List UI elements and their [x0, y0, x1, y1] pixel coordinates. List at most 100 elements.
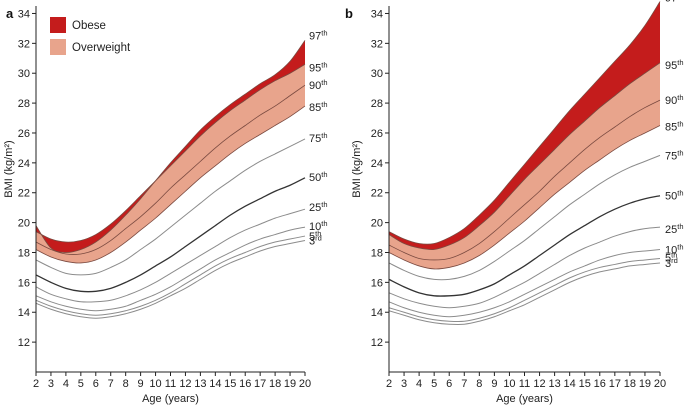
- x-tick-label: 15: [224, 378, 236, 390]
- y-tick-label: 24: [18, 158, 30, 170]
- y-tick-label: 32: [18, 38, 30, 50]
- percentile-line-25: [388, 226, 661, 309]
- x-tick-label: 11: [165, 378, 176, 390]
- percentile-label-3: 3rd: [309, 234, 322, 248]
- percentile-label-97: 97th: [309, 28, 328, 42]
- x-tick-label: 8: [123, 378, 129, 390]
- x-tick-label: 2: [386, 378, 392, 390]
- y-tick-label: 32: [371, 38, 383, 50]
- x-tick-label: 5: [431, 378, 437, 390]
- x-tick-label: 8: [476, 378, 482, 390]
- x-tick-label: 9: [491, 378, 497, 390]
- x-tick-label: 18: [269, 378, 281, 390]
- percentile-line-85: [388, 125, 661, 270]
- y-tick-label: 34: [18, 8, 30, 20]
- x-tick-label: 14: [564, 378, 576, 390]
- x-tick-label: 12: [533, 378, 545, 390]
- legend-obese-label: Obese: [72, 20, 106, 32]
- percentile-line-97: [388, 1, 661, 245]
- legend-overweight-swatch: [50, 39, 66, 55]
- y-tick-label: 22: [18, 188, 30, 200]
- x-tick-label: 16: [594, 378, 606, 390]
- x-tick-label: 10: [503, 378, 515, 390]
- percentile-label-95: 95th: [665, 58, 684, 72]
- y-tick-label: 34: [371, 8, 383, 20]
- percentile-label-25: 25th: [309, 200, 328, 214]
- percentile-line-75: [35, 138, 306, 276]
- x-tick-label: 15: [579, 378, 591, 390]
- y-tick-label: 20: [18, 218, 30, 230]
- x-axis-title: Age (years): [496, 393, 553, 405]
- percentile-line-50: [35, 177, 306, 293]
- x-tick-label: 10: [149, 378, 161, 390]
- x-tick-label: 6: [446, 378, 452, 390]
- overweight-band: [36, 64, 305, 263]
- x-tick-label: 12: [179, 378, 191, 390]
- y-tick-label: 24: [371, 158, 383, 170]
- y-axis-title: BMI (kg/m²): [3, 140, 15, 197]
- percentile-line-25: [35, 208, 306, 303]
- percentile-line-50: [388, 195, 661, 297]
- percentile-label-75: 75th: [309, 131, 328, 145]
- y-axis-title: BMI (kg/m²): [351, 140, 363, 197]
- x-tick-label: 13: [194, 378, 206, 390]
- x-tick-label: 11: [519, 378, 530, 390]
- percentile-label-10: 10th: [665, 243, 684, 257]
- percentile-line-5: [388, 257, 661, 322]
- x-tick-label: 19: [639, 378, 651, 390]
- y-tick-label: 30: [18, 68, 30, 80]
- x-tick-label: 17: [609, 378, 621, 390]
- x-tick-label: 2: [33, 378, 39, 390]
- percentile-line-3: [35, 240, 306, 319]
- percentile-label-10: 10th: [309, 219, 328, 233]
- x-tick-label: 6: [93, 378, 99, 390]
- percentile-label-5: 5th: [309, 229, 321, 243]
- percentile-line-90: [388, 99, 661, 261]
- x-tick-label: 20: [299, 378, 311, 390]
- x-tick-label: 3: [401, 378, 407, 390]
- x-tick-label: 14: [209, 378, 221, 390]
- x-tick-label: 4: [416, 378, 422, 390]
- percentile-label-50: 50th: [309, 170, 328, 184]
- percentile-line-5: [35, 235, 306, 316]
- x-tick-label: 4: [63, 378, 69, 390]
- percentile-label-5: 5th: [665, 250, 677, 264]
- legend-overweight-label: Overweight: [72, 42, 131, 54]
- panel-label-a: a: [6, 6, 14, 21]
- x-tick-label: 20: [654, 378, 666, 390]
- x-tick-label: 7: [108, 378, 114, 390]
- percentile-line-10: [388, 249, 661, 318]
- percentile-line-75: [388, 154, 661, 281]
- x-tick-label: 17: [254, 378, 266, 390]
- percentile-line-90: [35, 84, 306, 255]
- percentile-label-90: 90th: [665, 93, 684, 107]
- legend-obese-swatch: [50, 17, 66, 33]
- percentile-label-85: 85th: [309, 100, 328, 114]
- y-tick-label: 16: [371, 277, 383, 289]
- y-tick-label: 28: [371, 98, 383, 110]
- percentile-line-3: [388, 262, 661, 325]
- obese-band: [36, 40, 305, 253]
- percentile-label-90: 90th: [309, 78, 328, 92]
- percentile-line-10: [35, 226, 306, 312]
- percentile-label-50: 50th: [665, 189, 684, 203]
- y-tick-label: 14: [18, 307, 30, 319]
- y-tick-label: 18: [18, 247, 30, 259]
- y-tick-label: 14: [371, 307, 383, 319]
- x-axis-title: Age (years): [142, 393, 199, 405]
- percentile-label-95: 95th: [309, 60, 328, 74]
- x-tick-label: 18: [624, 378, 636, 390]
- percentile-label-75: 75th: [665, 148, 684, 162]
- x-tick-label: 3: [48, 378, 54, 390]
- legend: Obese Overweight: [50, 17, 131, 55]
- x-tick-label: 13: [548, 378, 560, 390]
- y-tick-label: 18: [371, 247, 383, 259]
- y-tick-label: 30: [371, 68, 383, 80]
- y-tick-label: 12: [18, 337, 30, 349]
- percentile-label-25: 25th: [665, 222, 684, 236]
- y-tick-label: 20: [371, 218, 383, 230]
- percentile-line-97: [35, 40, 306, 253]
